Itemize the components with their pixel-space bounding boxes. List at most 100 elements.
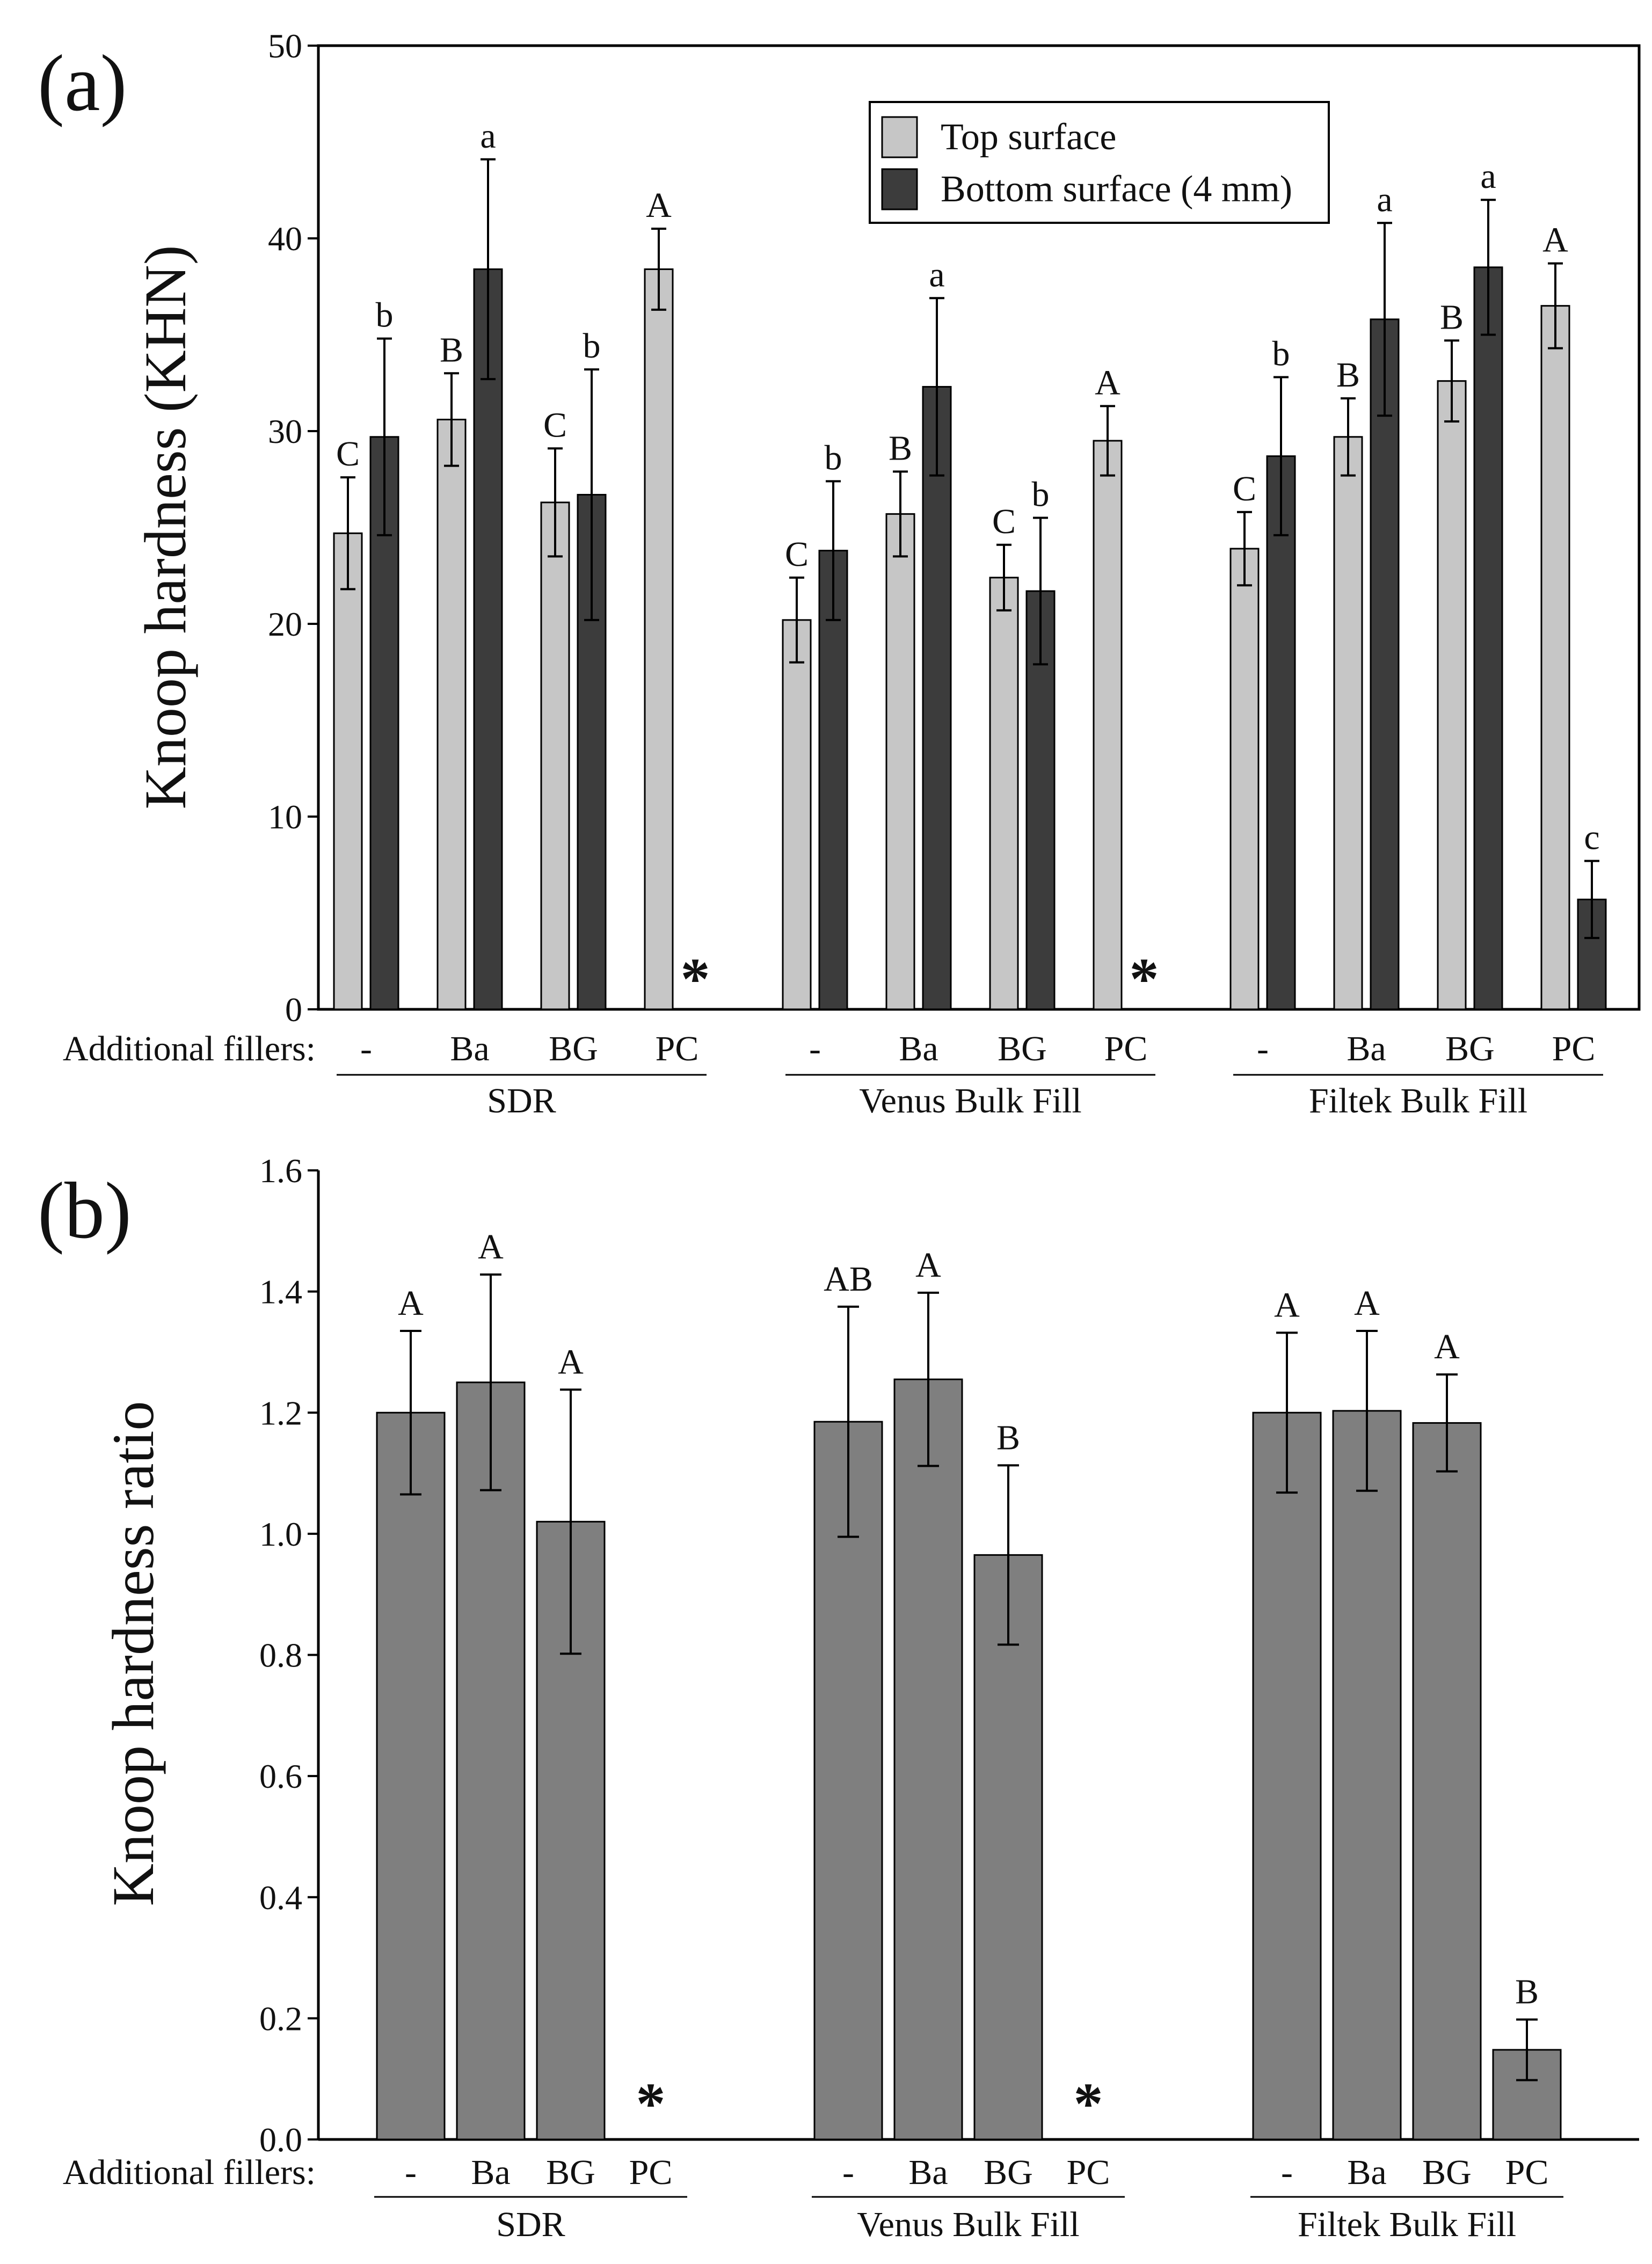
x-category-filtek-bulk-fill-ba: Ba xyxy=(1347,2153,1386,2192)
letter-label-sdr-none-top: C xyxy=(336,434,360,474)
x-category-filtek-bulk-fill-none: - xyxy=(1281,2153,1293,2192)
letter-label-filtek-bulk-fill-none-ratio: A xyxy=(1274,1285,1300,1324)
x-category-venus-bulk-fill-pc: PC xyxy=(1067,2153,1110,2192)
panel-a-xlabel-prefix: Additional fillers: xyxy=(63,1029,316,1068)
letter-label-venus-bulk-fill-bg-ratio: B xyxy=(996,1418,1020,1457)
panel-a-legend: Top surface Bottom surface (4 mm) xyxy=(869,101,1330,224)
missing-marker-venus-bulk-fill-pc-ratio: * xyxy=(1074,2071,1103,2136)
bar-filtek-bulk-fill-bg-ratio xyxy=(1412,1422,1482,2141)
group-label-sdr: SDR xyxy=(496,2205,565,2244)
panel-b-hardness-ratio: (b) 0.0 0.2 0.4 0.6 0.8 1.0 1.2 1.4 1.6 Knoop ha… xyxy=(38,1152,1639,2244)
bar-venus-bulk-fill-ba-top xyxy=(885,513,915,1010)
group-label-venus-bulk-fill: Venus Bulk Fill xyxy=(859,1081,1081,1120)
x-category-venus-bulk-fill-bg: BG xyxy=(984,2153,1033,2192)
y-tick-label: 50 xyxy=(268,27,302,65)
x-category-sdr-none: - xyxy=(405,2153,417,2192)
panel-a-ylabel: Knoop hardness (KHN) xyxy=(133,245,198,810)
group-label-sdr: SDR xyxy=(487,1081,556,1120)
y-tick-label: 20 xyxy=(268,605,302,643)
letter-label-venus-bulk-fill-pc-top: A xyxy=(1095,363,1120,402)
letter-label-venus-bulk-fill-ba-top: B xyxy=(889,428,912,468)
bar-sdr-none-ratio xyxy=(376,1411,446,2141)
missing-marker-sdr-pc-bottom: * xyxy=(681,946,710,1011)
legend-swatch-top xyxy=(881,116,918,158)
letter-label-filtek-bulk-fill-ba-bottom: a xyxy=(1377,180,1392,219)
letter-label-filtek-bulk-fill-ba-top: B xyxy=(1336,355,1360,395)
x-category-sdr-bg: BG xyxy=(546,2153,595,2192)
letter-label-filtek-bulk-fill-ba-ratio: A xyxy=(1354,1284,1380,1323)
legend-frame xyxy=(869,101,1330,224)
x-category-sdr-ba: Ba xyxy=(471,2153,510,2192)
letter-label-venus-bulk-fill-ba-ratio: A xyxy=(915,1246,941,1285)
x-category-sdr-bg: BG xyxy=(549,1029,598,1068)
bar-filtek-bulk-fill-none-top xyxy=(1229,548,1260,1010)
x-category-filtek-bulk-fill-bg: BG xyxy=(1422,2153,1472,2192)
panel-b-ylabel: Knoop hardness ratio xyxy=(100,1401,166,1906)
y-tick-label: 0.4 xyxy=(259,1879,302,1917)
letter-label-sdr-ba-bottom: a xyxy=(480,117,496,156)
panel-b-xlabel-prefix: Additional fillers: xyxy=(63,2153,316,2192)
x-category-filtek-bulk-fill-none: - xyxy=(1257,1029,1269,1068)
y-tick-label: 10 xyxy=(268,798,302,836)
bar-venus-bulk-fill-ba-bottom xyxy=(922,385,952,1010)
x-category-venus-bulk-fill-none: - xyxy=(842,2153,854,2192)
panel-a-frame xyxy=(317,44,1641,1011)
y-tick-label: 30 xyxy=(268,412,302,450)
x-category-sdr-pc: PC xyxy=(656,1029,699,1068)
legend-swatch-bottom xyxy=(881,168,918,210)
letter-label-filtek-bulk-fill-bg-ratio: A xyxy=(1434,1327,1460,1366)
letter-label-sdr-ba-top: B xyxy=(440,330,463,369)
letter-label-venus-bulk-fill-none-ratio: AB xyxy=(824,1260,873,1299)
x-category-filtek-bulk-fill-pc: PC xyxy=(1552,1029,1596,1068)
x-category-venus-bulk-fill-ba: Ba xyxy=(899,1029,938,1068)
bar-sdr-ba-ratio xyxy=(456,1381,526,2141)
letter-label-venus-bulk-fill-bg-bottom: b xyxy=(1032,475,1050,514)
panel-a-yaxis: 0 10 20 30 40 50 xyxy=(268,27,318,1029)
bar-filtek-bulk-fill-ba-top xyxy=(1333,436,1363,1010)
x-category-venus-bulk-fill-none: - xyxy=(809,1029,821,1068)
letter-label-sdr-bg-top: C xyxy=(543,405,567,445)
bar-sdr-ba-top xyxy=(436,418,467,1010)
letter-label-sdr-ba-ratio: A xyxy=(478,1227,504,1266)
letter-label-sdr-bg-bottom: b xyxy=(583,326,601,366)
bar-venus-bulk-fill-none-bottom xyxy=(818,550,848,1010)
bar-filtek-bulk-fill-none-ratio xyxy=(1252,1411,1322,2141)
panel-b-bars: AAA*AB AB*A AAB xyxy=(376,1227,1562,2141)
bar-venus-bulk-fill-bg-ratio xyxy=(973,1554,1043,2141)
y-tick-label: 0.8 xyxy=(259,1636,302,1675)
x-category-filtek-bulk-fill-pc: PC xyxy=(1505,2153,1549,2192)
bar-venus-bulk-fill-none-top xyxy=(782,619,812,1010)
bar-sdr-pc-top xyxy=(644,268,674,1010)
letter-label-filtek-bulk-fill-bg-top: B xyxy=(1440,297,1464,337)
x-category-filtek-bulk-fill-bg: BG xyxy=(1445,1029,1495,1068)
letter-label-sdr-none-bottom: b xyxy=(376,296,394,335)
letter-label-venus-bulk-fill-none-bottom: b xyxy=(825,438,842,477)
letter-label-venus-bulk-fill-ba-bottom: a xyxy=(929,255,944,294)
bar-filtek-bulk-fill-bg-top xyxy=(1437,380,1467,1010)
y-tick-label: 1.4 xyxy=(259,1273,302,1311)
letter-label-filtek-bulk-fill-pc-bottom: c xyxy=(1584,818,1599,857)
letter-label-filtek-bulk-fill-bg-bottom: a xyxy=(1480,157,1496,196)
bar-filtek-bulk-fill-ba-ratio xyxy=(1332,1410,1402,2141)
y-tick-label: 0.6 xyxy=(259,1757,302,1795)
letter-label-venus-bulk-fill-bg-top: C xyxy=(992,502,1016,541)
y-tick-label: 0.2 xyxy=(259,1999,302,2037)
panel-a-knoop-hardness: (a) 0 10 20 30 40 50 Knoop hardness (KHN) Cb B… xyxy=(38,27,1641,1120)
letter-label-venus-bulk-fill-none-top: C xyxy=(785,535,809,574)
x-category-venus-bulk-fill-bg: BG xyxy=(998,1029,1047,1068)
bar-sdr-bg-top xyxy=(540,501,570,1010)
y-tick-label: 1.2 xyxy=(259,1394,302,1432)
y-tick-label: 0.0 xyxy=(259,2121,302,2159)
group-label-filtek-bulk-fill: Filtek Bulk Fill xyxy=(1298,2205,1516,2244)
bar-filtek-bulk-fill-bg-bottom xyxy=(1473,266,1503,1010)
bar-venus-bulk-fill-ba-ratio xyxy=(893,1378,963,2141)
missing-marker-venus-bulk-fill-pc-bottom: * xyxy=(1130,946,1159,1011)
panel-b-yaxis: 0.0 0.2 0.4 0.6 0.8 1.0 1.2 1.4 1.6 xyxy=(259,1152,318,2159)
letter-label-filtek-bulk-fill-none-bottom: b xyxy=(1272,334,1290,373)
letter-label-filtek-bulk-fill-pc-ratio: B xyxy=(1515,1972,1539,2012)
y-tick-label: 40 xyxy=(268,220,302,258)
bar-filtek-bulk-fill-ba-bottom xyxy=(1370,318,1400,1010)
letter-label-sdr-none-ratio: A xyxy=(398,1284,424,1323)
x-category-venus-bulk-fill-ba: Ba xyxy=(908,2153,948,2192)
